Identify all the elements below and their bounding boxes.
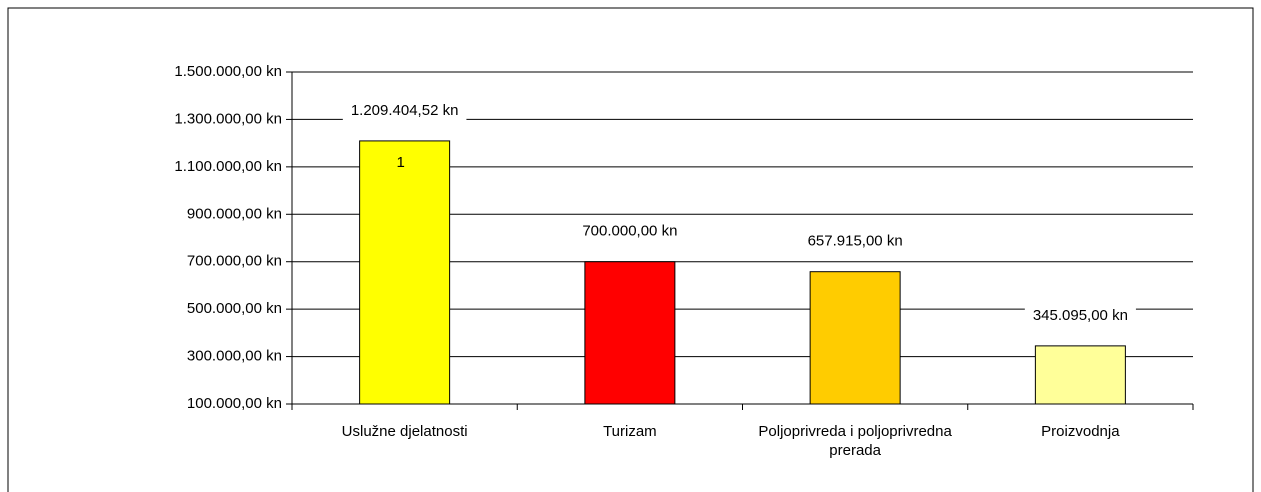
data-label-bg — [342, 98, 467, 122]
data-label-bg — [799, 229, 911, 253]
x-tick-label: Uslužne djelatnosti — [341, 423, 468, 440]
y-tick-label: 1.300.000,00 kn — [174, 110, 282, 127]
data-label: 345.095,00 kn — [1033, 307, 1128, 324]
x-tick-label: Proizvodnja — [1041, 423, 1120, 440]
bar — [584, 261, 676, 405]
bar — [1034, 345, 1126, 405]
annotation: 1 — [396, 154, 404, 171]
bar — [359, 140, 451, 405]
data-label: 657.915,00 kn — [808, 233, 903, 250]
data-label: 1.209.404,52 kn — [351, 102, 459, 119]
y-tick-label: 300.000,00 kn — [187, 348, 282, 365]
x-tick-label: Turizam — [603, 423, 657, 440]
y-tick-label: 1.500.000,00 kn — [174, 63, 282, 80]
y-tick-label: 1.100.000,00 kn — [174, 158, 282, 175]
data-label-bg — [574, 219, 686, 243]
y-tick-label: 700.000,00 kn — [187, 253, 282, 270]
data-label: 700.000,00 kn — [582, 223, 677, 240]
data-label-bg — [1024, 303, 1136, 327]
bar — [809, 271, 901, 405]
y-tick-label: 900.000,00 kn — [187, 205, 282, 222]
y-tick-label: 100.000,00 kn — [187, 395, 282, 412]
x-tick-label: Poljoprivreda i poljoprivredna prerada — [758, 423, 952, 459]
y-tick-label: 500.000,00 kn — [187, 300, 282, 317]
chart-frame — [7, 7, 1254, 492]
